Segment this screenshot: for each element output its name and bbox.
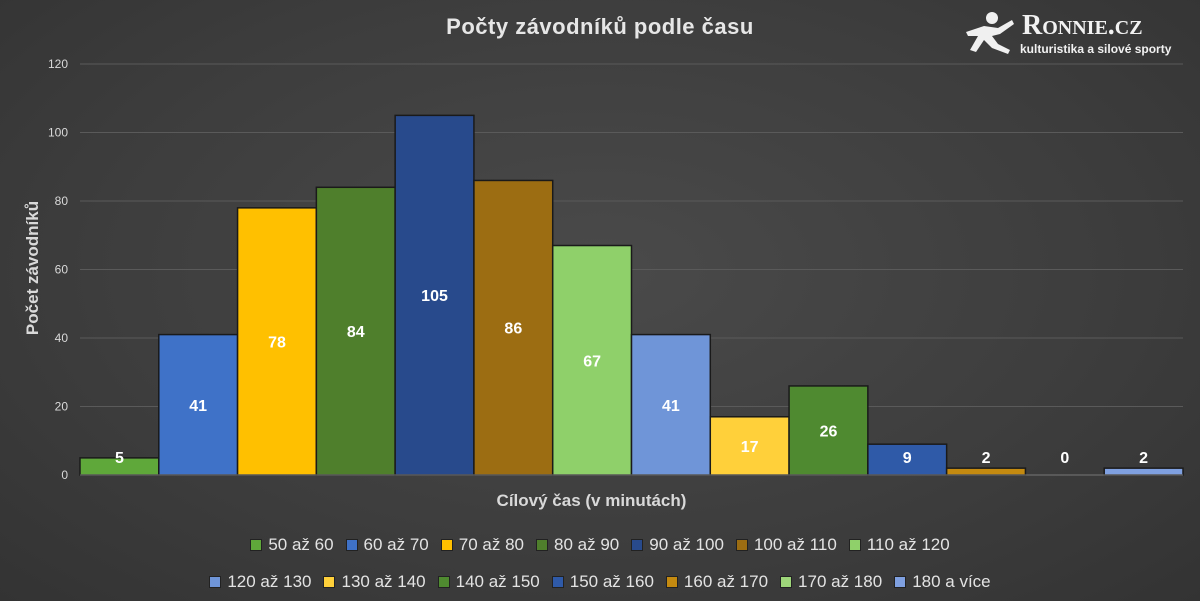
bar (394, 114, 475, 476)
data-label: 41 (189, 398, 207, 415)
legend-label: 150 až 160 (569, 571, 654, 591)
legend-label: 130 až 140 (341, 571, 426, 591)
legend-label: 140 až 150 (455, 571, 540, 591)
legend-item: 50 až 60 (250, 534, 334, 555)
bar (630, 333, 712, 476)
legend-label: 170 až 180 (798, 571, 883, 591)
legend-label: 80 až 90 (554, 534, 620, 554)
y-tick-label: 100 (48, 126, 68, 140)
legend-label: 60 až 70 (363, 534, 429, 554)
legend-label: 70 až 80 (458, 534, 525, 554)
y-tick-label: 20 (55, 400, 69, 414)
ronnie-logo[interactable]: Ronnie.cz kulturistika a silové sporty (962, 8, 1192, 60)
chart-title: Počty závodníků podle času (446, 14, 754, 39)
data-label: 67 (583, 353, 601, 370)
legend-swatch (780, 575, 793, 588)
legend-item: 110 až 120 (848, 534, 950, 555)
y-tick-label: 0 (61, 468, 68, 482)
data-label: 78 (268, 334, 286, 351)
data-label: 86 (504, 321, 522, 338)
legend-label: 120 až 130 (227, 571, 312, 591)
legend-item: 60 až 70 (345, 534, 429, 555)
legend-swatch (250, 538, 263, 551)
legend-item: 120 až 130 (209, 572, 311, 592)
legend-swatch (848, 538, 861, 551)
logo-tagline: kulturistika a silové sporty (1020, 42, 1172, 56)
legend: 50 až 60 60 až 70 70 až 80 80 až 90 90 až 10… (0, 526, 1200, 600)
data-label: 0 (1060, 450, 1069, 467)
legend-label: 90 až 100 (649, 534, 724, 554)
x-axis-title: Cílový čas (v minutách) (497, 491, 687, 510)
y-tick-label: 80 (55, 194, 69, 208)
runner-icon (966, 12, 1014, 54)
bar (945, 467, 1027, 476)
data-label: 5 (115, 450, 124, 467)
legend-item: 170 až 180 (780, 572, 882, 592)
y-tick-label: 120 (48, 57, 68, 71)
legend-swatch (209, 575, 222, 588)
legend-swatch (735, 538, 748, 551)
legend-item: 80 až 90 (536, 535, 619, 555)
legend-swatch (323, 575, 336, 588)
legend-item: 90 až 100 (631, 535, 724, 555)
legend-swatch (665, 575, 678, 588)
bar (236, 207, 318, 476)
data-label: 17 (741, 439, 759, 456)
legend-item: 130 až 140 (323, 571, 426, 592)
legend-swatch (551, 575, 564, 588)
legend-item: 100 až 110 (735, 534, 837, 555)
legend-label: 50 až 60 (268, 534, 334, 554)
data-label: 105 (421, 288, 448, 305)
legend-label: 180 a více (912, 571, 991, 591)
data-label: 2 (982, 450, 991, 467)
legend-row: 50 až 60 60 až 70 70 až 80 80 až 90 90 až 10… (0, 526, 1200, 563)
legend-label: 110 až 120 (866, 534, 950, 554)
bar (867, 443, 948, 476)
legend-swatch (631, 538, 644, 551)
logo-name: Ronnie.cz (1022, 10, 1143, 41)
bar (473, 179, 554, 476)
legend-swatch (345, 538, 358, 551)
legend-item: 140 až 150 (437, 571, 540, 592)
data-label: 9 (903, 450, 912, 467)
legend-item: 150 až 160 (551, 571, 654, 592)
legend-swatch (440, 538, 453, 551)
data-label: 84 (347, 324, 365, 341)
legend-swatch (437, 575, 450, 588)
legend-swatch (536, 538, 549, 551)
bar (1103, 467, 1184, 476)
y-axis-title: Počet závodníků (23, 201, 42, 335)
legend-label: 160 až 170 (683, 571, 769, 591)
y-tick-label: 40 (55, 331, 69, 345)
data-label: 41 (662, 398, 680, 415)
legend-row: 120 až 130 130 až 140 140 až 150 150 až 160… (0, 563, 1200, 600)
data-label: 26 (820, 423, 838, 440)
legend-label: 100 až 110 (753, 534, 837, 554)
data-label: 2 (1139, 450, 1148, 467)
legend-item: 160 až 170 (665, 571, 769, 592)
legend-swatch (894, 575, 907, 588)
bar (709, 416, 790, 476)
legend-item: 70 až 80 (440, 534, 525, 555)
y-tick-label: 60 (55, 263, 69, 277)
bar (315, 186, 396, 476)
legend-item: 180 a více (894, 571, 991, 592)
bar (788, 385, 869, 476)
